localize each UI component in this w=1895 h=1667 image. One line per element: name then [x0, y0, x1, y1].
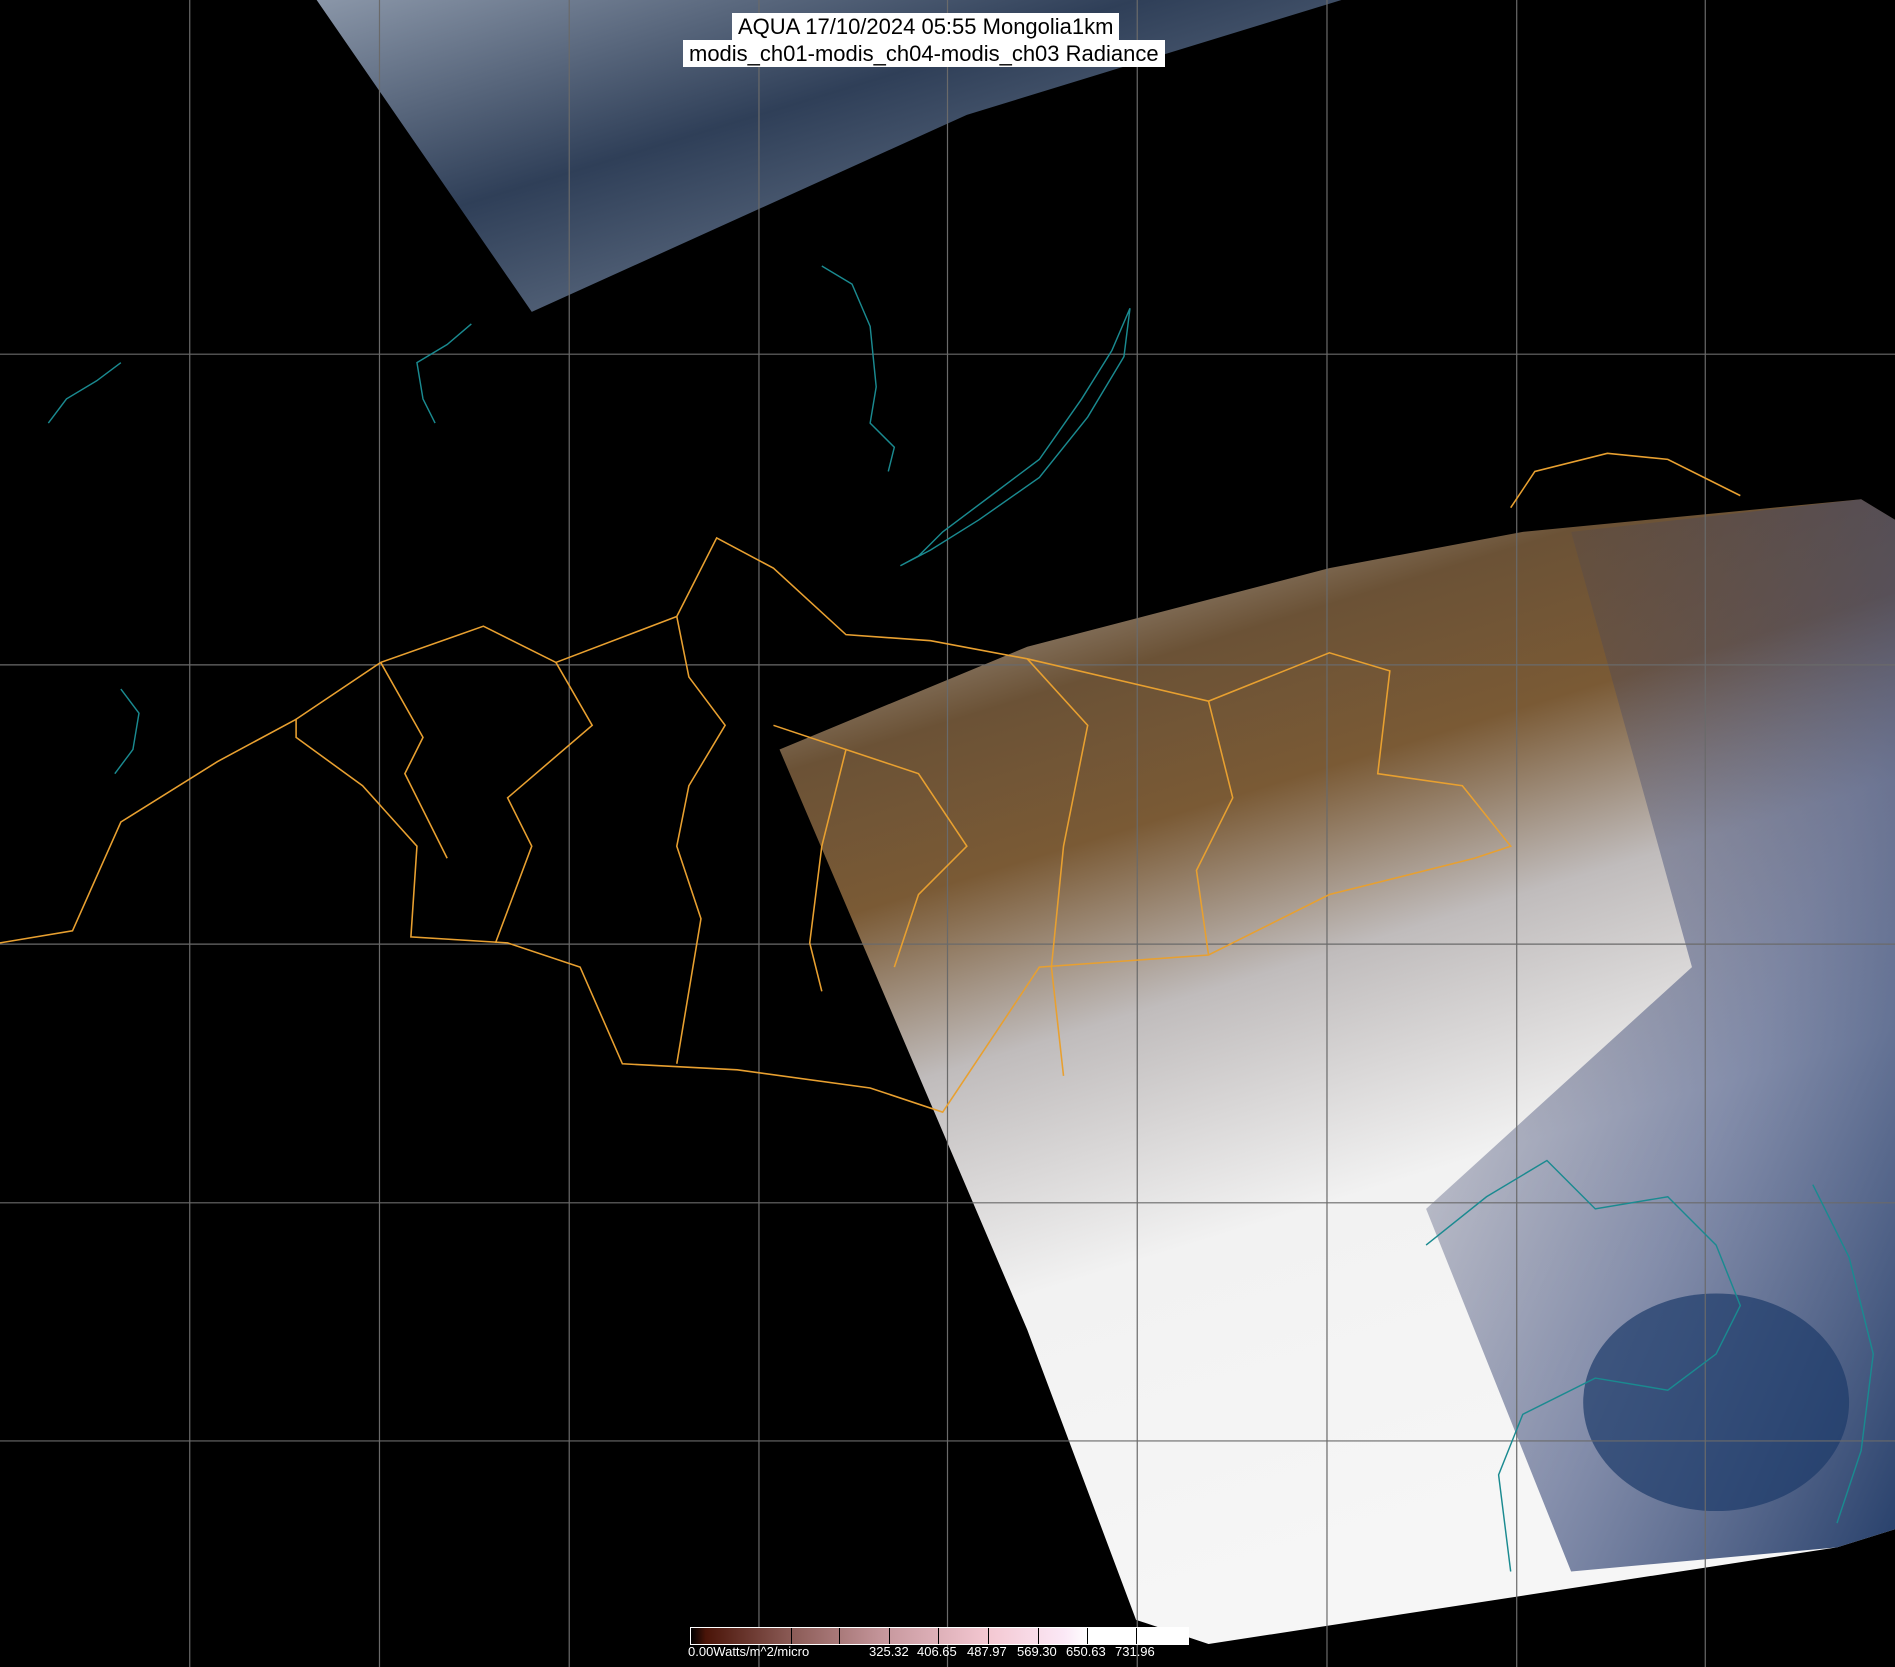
swath-east-overlay	[1426, 499, 1895, 1572]
yellow-sea	[1583, 1293, 1850, 1512]
colorbar-tick-label: 487.97	[967, 1644, 1007, 1659]
colorbar-tick-label: 650.63	[1066, 1644, 1106, 1659]
colorbar-tick	[938, 1628, 939, 1644]
colorbar-tick	[889, 1628, 890, 1644]
colorbar-tick-label: 406.65	[917, 1644, 957, 1659]
colorbar-tick-label: 569.30	[1017, 1644, 1057, 1659]
colorbar-min-label: 0.00Watts/m^2/micro	[688, 1644, 810, 1659]
colorbar-tick	[1136, 1628, 1137, 1644]
country-borders	[0, 452, 1741, 1114]
image-title-line1: AQUA 17/10/2024 05:55 Mongolia1km	[732, 13, 1120, 40]
colorbar-tick	[839, 1628, 840, 1644]
colorbar-tick	[988, 1628, 989, 1644]
colorbar-tick	[1087, 1628, 1088, 1644]
colorbar-tick-label: 325.32	[869, 1644, 909, 1659]
coastlines-lakes	[47, 265, 1874, 1572]
colorbar-tick	[1038, 1628, 1039, 1644]
colorbar-tick	[791, 1628, 792, 1644]
satellite-swath-north	[316, 0, 1342, 312]
colorbar-tick-label: 731.96	[1115, 1644, 1155, 1659]
colorbar	[690, 1627, 1189, 1645]
image-title-line2: modis_ch01-modis_ch04-modis_ch03 Radianc…	[683, 40, 1165, 67]
